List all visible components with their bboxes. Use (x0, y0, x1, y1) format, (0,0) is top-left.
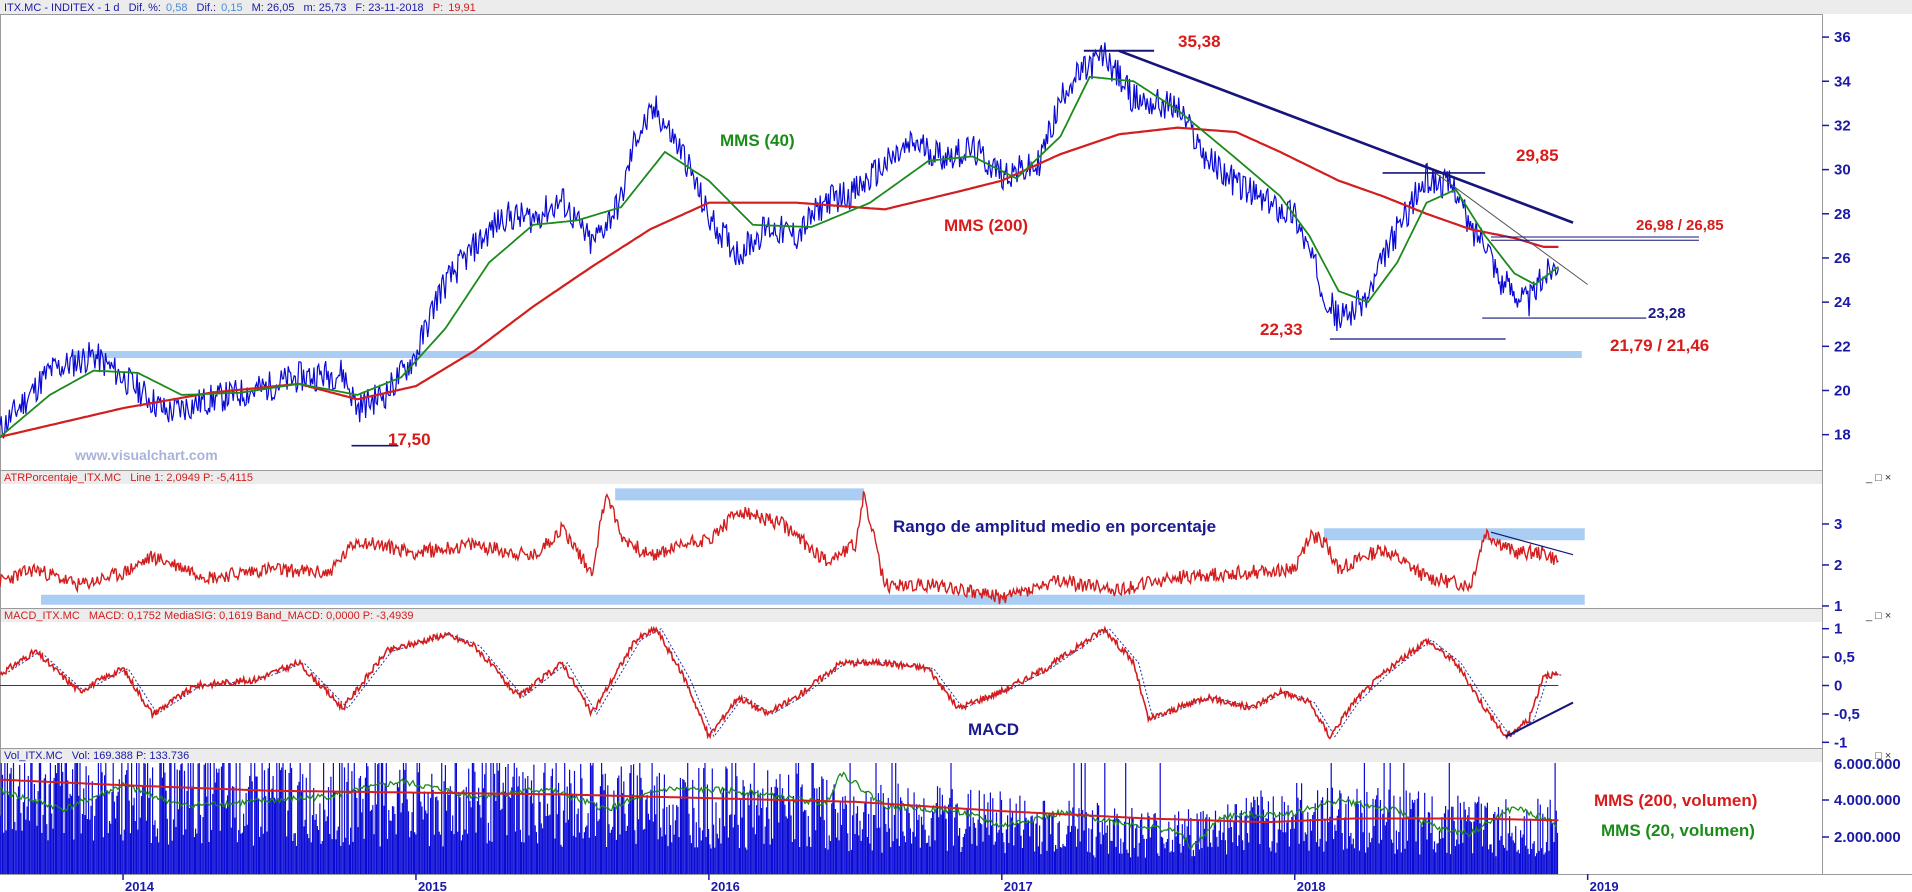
header-p-label: P: (433, 2, 443, 14)
mms200-line (0, 126, 1559, 438)
atr-info: Line 1: 2,0949 P: -5,4115 (130, 472, 253, 484)
macd-annotation: MACD (968, 720, 1019, 739)
downtrend-main (1118, 49, 1574, 224)
macd-axis-tick-label: 0,5 (1834, 649, 1855, 666)
header-dif: 0,15 (221, 2, 242, 14)
series-lines (0, 42, 1564, 850)
macd-header-bar (1, 609, 1822, 622)
legend-mms-20-vol: MMS (20, volumen) (1601, 821, 1755, 840)
price-axis-tick-label: 34 (1834, 73, 1851, 90)
header-max: M: 26,05 (252, 2, 295, 14)
legend-mms-200-vol: MMS (200, volumen) (1594, 791, 1757, 810)
x-axis-label: 2018 (1297, 879, 1326, 892)
mms40-line (0, 75, 1559, 438)
atr-downtrend (1490, 531, 1574, 556)
atr-line (0, 491, 1559, 605)
header-date: F: 23-11-2018 (355, 2, 423, 14)
volume-bars (0, 763, 1559, 874)
macd-axis-tick-label: 0 (1834, 678, 1842, 695)
atr-axis-tick-label: 1 (1834, 598, 1842, 615)
macd-info: MACD: 0,1752 MediaSIG: 0,1619 Band_MACD:… (89, 610, 414, 622)
vol-axis-tick-label: 2.000.000 (1834, 829, 1901, 846)
atr-axis-tick-label: 3 (1834, 516, 1842, 533)
atr-header-bar (1, 471, 1822, 484)
vol-mms20-line (0, 771, 1558, 850)
vol-title: Vol_ITX.MC (4, 750, 63, 762)
axes: 18 20 22 24 26 28 30 32 34 36 1 2 3 -1 -0,5 0 0,5 1 2.000.… (122, 29, 1901, 892)
price-axis-tick-label: 20 (1834, 382, 1851, 399)
label-17-50: 17,50 (388, 430, 431, 449)
price-axis-tick-label: 32 (1834, 117, 1851, 134)
vol-header: Vol_ITX.MC Vol: 169.388 P: 133.736 (4, 750, 189, 762)
macd-header: MACD_ITX.MC MACD: 0,1752 MediaSIG: 0,161… (4, 610, 414, 622)
vol-header-bar (1, 749, 1822, 762)
price-axis-tick-label: 18 (1834, 427, 1851, 444)
macd-title: MACD_ITX.MC (4, 610, 80, 622)
label-mms-200: MMS (200) (944, 216, 1028, 235)
price-axis-tick-label: 30 (1834, 162, 1851, 179)
atr-header: ATRPorcentaje_ITX.MC Line 1: 2,0949 P: -… (4, 472, 253, 484)
macd-uptrend (1505, 701, 1574, 738)
label-35-38: 35,38 (1178, 32, 1221, 51)
macd-window-controls[interactable]: _ □ × (1865, 610, 1891, 622)
price-axis-tick-label: 36 (1834, 29, 1851, 46)
price-axis-tick-label: 28 (1834, 206, 1851, 223)
label-21-79-21-46: 21,79 / 21,46 (1610, 336, 1709, 355)
macd-axis-tick-label: -0,5 (1834, 706, 1860, 723)
label-23-28: 23,28 (1648, 305, 1686, 322)
atr-title: ATRPorcentaje_ITX.MC (4, 472, 121, 484)
header-bar (0, 0, 1912, 14)
label-26-98-26-85: 26,98 / 26,85 (1636, 217, 1724, 234)
header-min: m: 25,73 (304, 2, 347, 14)
price-axis-tick-label: 26 (1834, 250, 1851, 267)
panel-frames (0, 14, 1912, 875)
price-axis-tick-label: 22 (1834, 338, 1851, 355)
trend-lines (351, 49, 1699, 738)
vol-window-controls[interactable]: _ □ × (1865, 750, 1891, 762)
x-axis-label: 2015 (418, 879, 447, 892)
atr-axis-tick-label: 2 (1834, 557, 1842, 574)
watermark: www.visualchart.com (74, 447, 218, 463)
x-axis-label: 2017 (1004, 879, 1033, 892)
atr-annotation: Rango de amplitud medio en porcentaje (893, 517, 1216, 536)
downtrend-secondary (1435, 172, 1588, 285)
vol-axis-tick-label: 4.000.000 (1834, 792, 1901, 809)
atr-window-controls[interactable]: _ □ × (1865, 472, 1891, 484)
x-axis-label: 2014 (125, 879, 155, 892)
label-29-85: 29,85 (1516, 146, 1559, 165)
header-symbol: ITX.MC - INDITEX - 1 d (4, 2, 120, 14)
vol-info: Vol: 169.388 P: 133.736 (72, 750, 189, 762)
header-dif-label: Dif.: (197, 2, 217, 14)
header-dif-pct-label: Dif. %: (129, 2, 161, 14)
macd-axis-tick-label: -1 (1834, 734, 1847, 751)
price-line (0, 42, 1559, 439)
header-dif-pct: 0,58 (166, 2, 187, 14)
price-axis-tick-label: 24 (1834, 294, 1851, 311)
macd-line (0, 625, 1559, 741)
label-22-33: 22,33 (1260, 320, 1303, 339)
label-mms-40: MMS (40) (720, 131, 795, 150)
support-bands (41, 350, 1585, 605)
macd-axis-tick-label: 1 (1834, 621, 1842, 638)
vol-axis-top-label: 6.000.000 (1834, 756, 1901, 773)
x-axis-label: 2019 (1590, 879, 1619, 892)
x-axis-label: 2016 (711, 879, 740, 892)
header-p: 19,91 (448, 2, 476, 14)
header-info: ITX.MC - INDITEX - 1 d Dif. %: 0,58 Dif.… (4, 2, 476, 14)
vol-mms200-line (0, 778, 1559, 824)
